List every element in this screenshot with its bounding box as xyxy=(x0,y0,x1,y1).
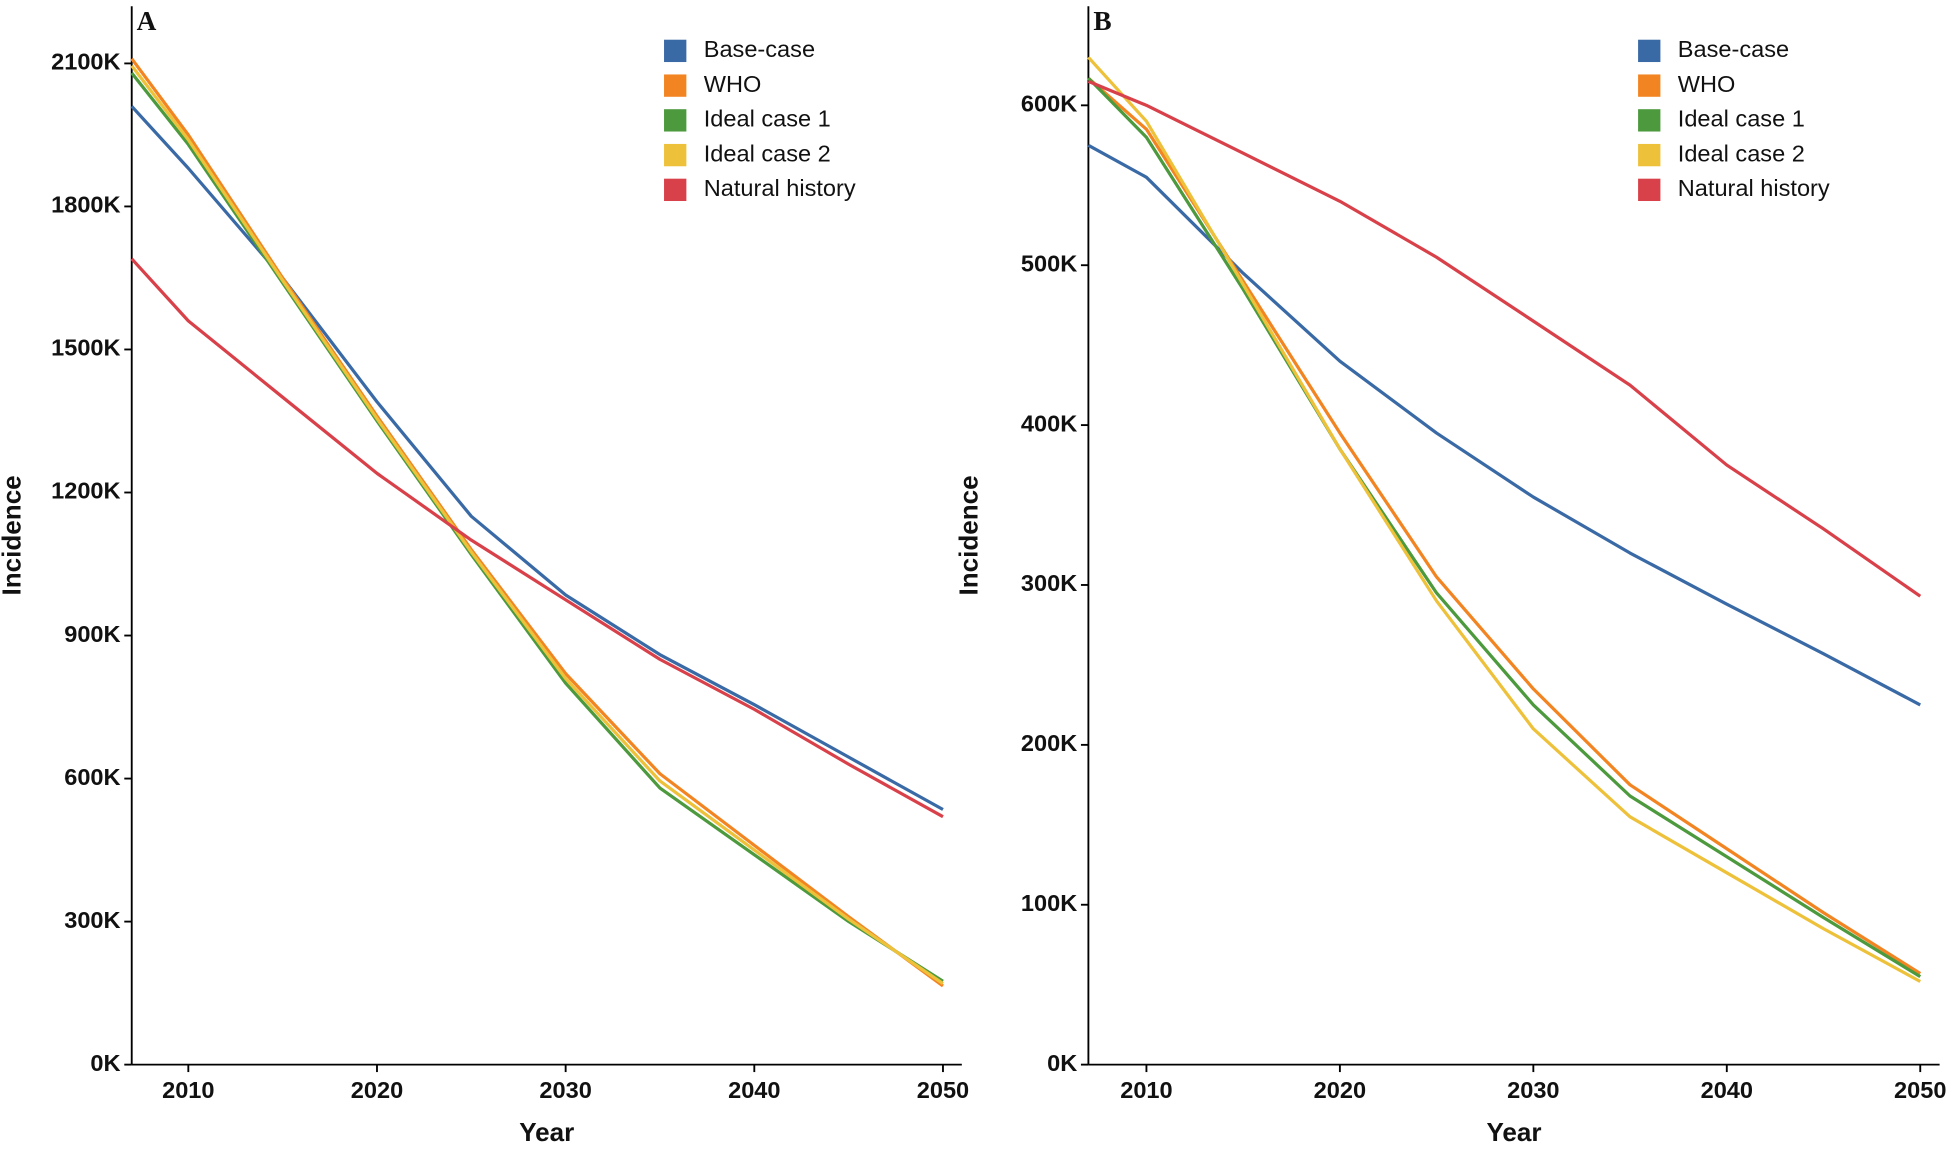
x-axis-title: Year xyxy=(519,1117,574,1147)
series-line xyxy=(1087,143,1921,707)
x-tick-label: 2050 xyxy=(917,1077,969,1103)
y-tick-label: 100K xyxy=(1021,890,1077,916)
legend-swatch xyxy=(664,39,687,63)
legend-label: Natural history xyxy=(1678,175,1830,201)
legend-label: Base-case xyxy=(704,36,815,62)
y-tick-label: 1200K xyxy=(51,478,120,504)
x-tick-label: 2030 xyxy=(539,1077,591,1103)
y-tick-label: 600K xyxy=(64,764,120,790)
y-tick-label: 1800K xyxy=(51,192,120,218)
legend-swatch xyxy=(664,143,687,167)
x-tick-label: 2010 xyxy=(162,1077,214,1103)
series-line xyxy=(130,105,944,811)
x-tick-label: 2030 xyxy=(1507,1077,1559,1103)
y-tick-label: 1500K xyxy=(51,335,120,361)
x-tick-label: 2050 xyxy=(1894,1077,1946,1103)
legend-swatch xyxy=(664,178,687,202)
series-line xyxy=(1087,79,1922,598)
x-tick-label: 2020 xyxy=(1314,1077,1366,1103)
legend-label: Ideal case 2 xyxy=(1678,140,1805,166)
x-tick-label: 2020 xyxy=(351,1077,403,1103)
legend-label: Base-case xyxy=(1678,36,1789,62)
series-line xyxy=(130,71,944,983)
x-tick-label: 2010 xyxy=(1120,1077,1172,1103)
panel-label: A xyxy=(137,6,157,36)
x-tick-label: 2040 xyxy=(1701,1077,1753,1103)
series-line xyxy=(1087,77,1922,979)
legend-label: Ideal case 1 xyxy=(704,106,831,132)
y-tick-label: 0K xyxy=(1047,1050,1077,1076)
legend-label: Ideal case 1 xyxy=(1678,106,1805,132)
series-line xyxy=(1087,56,1922,983)
y-tick-label: 200K xyxy=(1021,730,1077,756)
legend-swatch xyxy=(1638,109,1661,132)
panel-label: B xyxy=(1093,6,1111,36)
legend-swatch xyxy=(1638,178,1661,202)
y-tick-label: 900K xyxy=(64,621,120,647)
legend-label: WHO xyxy=(704,71,762,97)
x-axis-title: Year xyxy=(1486,1117,1541,1147)
y-tick-label: 300K xyxy=(64,907,120,933)
y-tick-label: 2100K xyxy=(51,49,120,75)
y-tick-label: 400K xyxy=(1021,410,1077,436)
legend-label: Ideal case 2 xyxy=(704,140,831,166)
y-axis-title: Incidence xyxy=(0,475,27,595)
legend-swatch xyxy=(1638,74,1661,97)
y-tick-label: 300K xyxy=(1021,570,1077,596)
series-line xyxy=(130,57,944,988)
x-tick-label: 2040 xyxy=(728,1077,780,1103)
legend-swatch xyxy=(1638,143,1661,167)
y-tick-label: 0K xyxy=(90,1050,120,1076)
series-line xyxy=(130,64,944,985)
series-line xyxy=(1087,76,1922,975)
legend-label: Natural history xyxy=(704,175,856,201)
legend-label: WHO xyxy=(1678,71,1736,97)
series-line xyxy=(130,257,944,819)
legend-swatch xyxy=(664,74,687,97)
legend-swatch xyxy=(1638,39,1661,63)
y-tick-label: 600K xyxy=(1021,91,1077,117)
y-axis-title: Incidence xyxy=(953,475,983,595)
legend-swatch xyxy=(664,109,687,132)
y-tick-label: 500K xyxy=(1021,250,1077,276)
